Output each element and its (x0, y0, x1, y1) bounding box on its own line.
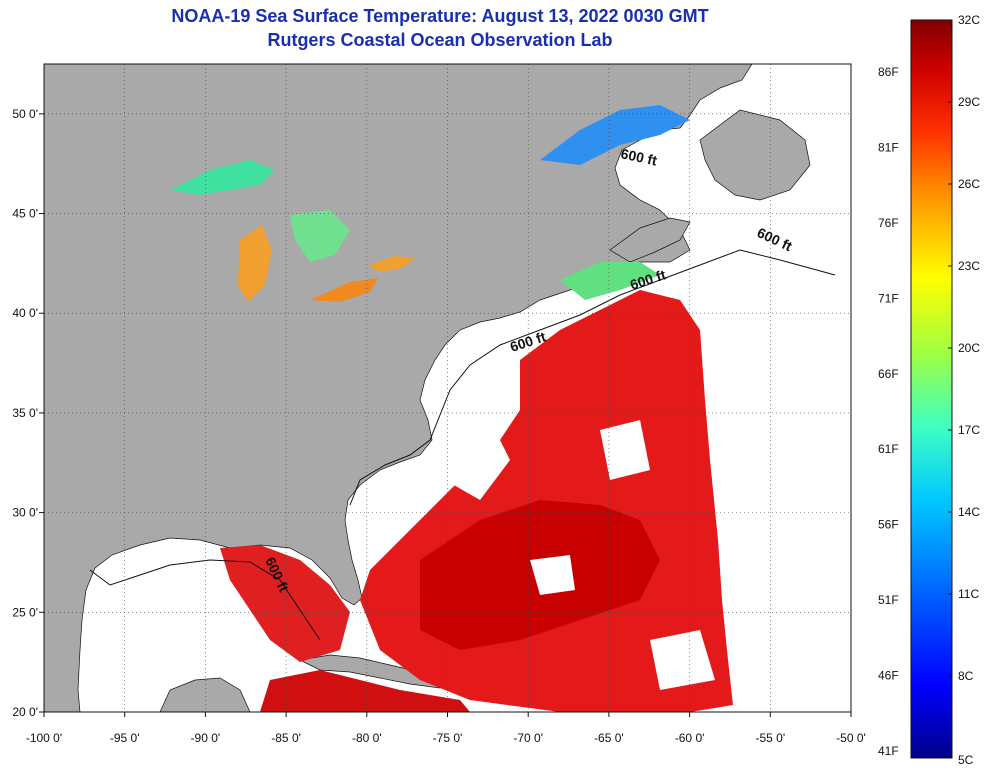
colorbar-fahrenheit-label: 61F (878, 442, 899, 456)
axes: -100 0' -95 0' -90 0' -85 0' -80 0' -75 0' -70… (12, 107, 865, 745)
y-tick-label: 25 0' (12, 605, 38, 619)
x-tick-label: -75 0' (433, 731, 463, 745)
cloud-gap-1 (445, 420, 510, 500)
map-subtitle: Rutgers Coastal Ocean Observation Lab (267, 30, 613, 50)
land-yucatan (159, 677, 251, 712)
lake-superior (170, 160, 275, 195)
cloud-gap-4 (530, 555, 575, 595)
colorbar-fahrenheit-label: 86F (878, 65, 899, 79)
contour-label: 600 ft (619, 145, 658, 168)
x-tick-label: -70 0' (513, 731, 543, 745)
x-tick-label: -50 0' (836, 731, 866, 745)
sst-gulf-warm (220, 545, 350, 662)
y-tick-label: 45 0' (12, 207, 38, 221)
x-tick-label: -85 0' (271, 731, 301, 745)
y-tick-label: 40 0' (12, 306, 38, 320)
lake-ontario (368, 256, 415, 272)
lake-huron (290, 210, 350, 262)
colorbar-fahrenheit-label: 41F (878, 744, 899, 758)
colorbar-fahrenheit-label: 81F (878, 140, 899, 154)
cloud-gap-2 (600, 420, 650, 480)
map-border (43, 63, 852, 713)
colorbar-labels: 32C 29C 26C 23C 20C 17C 14C 11C 8C 5C 86F 81F 76F 71F… (878, 13, 980, 767)
y-tick-label: 30 0' (12, 506, 38, 520)
colorbar-celsius-label: 8C (958, 669, 974, 683)
y-tick-label: 20 0' (12, 705, 38, 719)
y-tick-label: 50 0' (12, 107, 38, 121)
map-title: NOAA-19 Sea Surface Temperature: August … (171, 6, 709, 26)
colorbar-fahrenheit-label: 76F (878, 216, 899, 230)
x-tick-label: -100 0' (26, 731, 62, 745)
colorbar-celsius-label: 11C (958, 587, 979, 601)
lake-michigan (238, 225, 272, 302)
x-tick-label: -60 0' (675, 731, 705, 745)
y-tick-label: 35 0' (12, 406, 38, 420)
x-tick-label: -80 0' (352, 731, 382, 745)
colorbar-celsius-label: 32C (958, 13, 980, 27)
sst-st-lawrence (540, 105, 690, 165)
colorbar-fahrenheit-label: 71F (878, 291, 899, 305)
colorbar-fahrenheit-label: 46F (878, 669, 899, 683)
cloud-gap-3 (650, 630, 715, 690)
colorbar-celsius-label: 26C (958, 177, 980, 191)
x-tick-label: -55 0' (755, 731, 785, 745)
x-tick-label: -90 0' (191, 731, 221, 745)
lake-erie (310, 278, 378, 302)
colorbar-fahrenheit-label: 66F (878, 367, 899, 381)
colorbar-celsius-label: 17C (958, 423, 980, 437)
colorbar-fahrenheit-label: 51F (878, 593, 899, 607)
colorbar (910, 19, 953, 759)
colorbar-celsius-label: 14C (958, 505, 980, 519)
land-nova-scotia (609, 217, 691, 263)
land-newfoundland (699, 109, 811, 201)
colorbar-fahrenheit-label: 56F (878, 518, 899, 532)
land-north-america (44, 64, 753, 712)
colorbar-celsius-label: 20C (958, 341, 980, 355)
contour-600ft (89, 249, 836, 641)
x-tick-label: -95 0' (110, 731, 140, 745)
colorbar-celsius-label: 5C (958, 753, 974, 767)
colorbar-celsius-label: 29C (958, 95, 980, 109)
sst-gulf-of-maine (560, 262, 660, 300)
x-tick-label: -65 0' (594, 731, 624, 745)
colorbar-celsius-label: 23C (958, 259, 980, 273)
sst-caribbean (260, 670, 470, 712)
